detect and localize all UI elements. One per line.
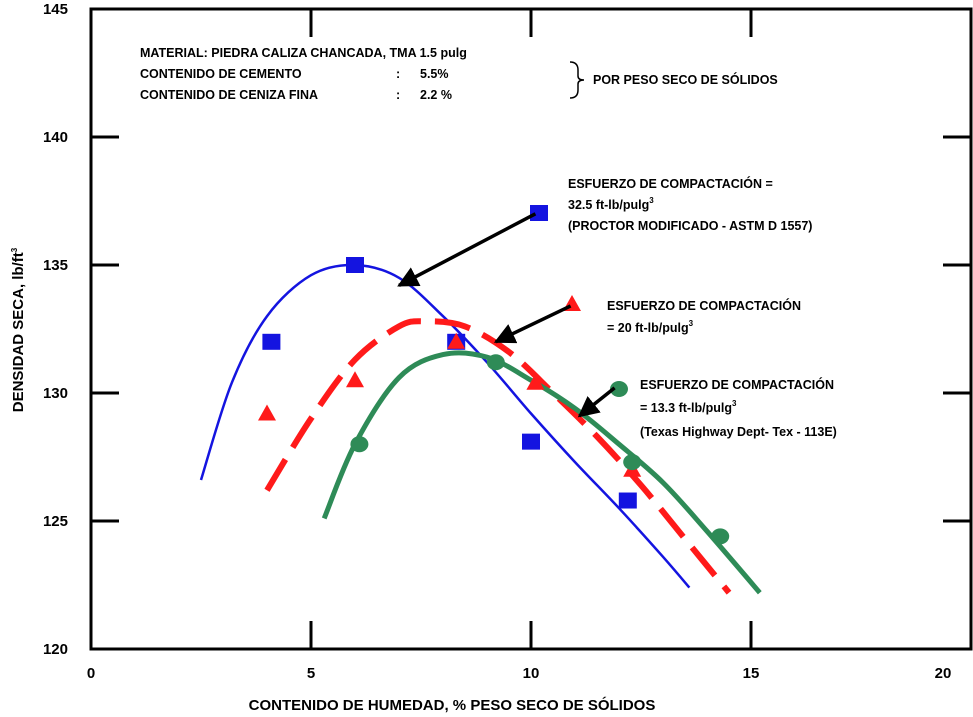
curve-s2: [264, 318, 732, 595]
y-tick-label: 125: [43, 513, 68, 530]
data-point-square: [346, 257, 364, 273]
data-point-triangle: [526, 373, 545, 390]
cement-label: CONTENIDO DE CEMENTO: [140, 67, 302, 81]
annotation-arrow-s3: [577, 386, 616, 418]
series-label-3-line1: ESFUERZO DE COMPACTACIÓN: [640, 377, 834, 392]
ticks-layer: 120 125 130 135 140 145 0 5 10 15 20: [43, 1, 971, 682]
ash-sep: :: [396, 88, 400, 102]
y-tick-label: 120: [43, 641, 68, 658]
x-tick-label: 15: [743, 665, 760, 682]
data-point-triangle: [346, 371, 364, 388]
series-label-3-line3: (Texas Highway Dept- Tex - 113E): [640, 425, 837, 439]
x-tick-label: 10: [523, 665, 540, 682]
series-label-1-line2: 32.5 ft-lb/pulg3: [568, 196, 654, 212]
label-marker-circle: [610, 381, 628, 397]
brace-label: POR PESO SECO DE SÓLIDOS: [593, 72, 778, 87]
cement-sep: :: [396, 67, 400, 81]
y-tick-label: 130: [43, 385, 68, 402]
x-tick-label: 0: [87, 665, 95, 682]
data-point-square: [262, 333, 281, 350]
series-label-2-line1: ESFUERZO DE COMPACTACIÓN: [607, 298, 801, 313]
y-tick-label: 140: [43, 129, 68, 146]
material-line: MATERIAL: PIEDRA CALIZA CHANCADA, TMA 1.…: [140, 46, 467, 60]
series-label-1-line3: (PROCTOR MODIFICADO - ASTM D 1557): [568, 219, 812, 233]
series-label-1-line1: ESFUERZO DE COMPACTACIÓN =: [568, 176, 773, 191]
ash-label: CONTENIDO DE CENIZA FINA: [140, 88, 318, 102]
arrows-layer: [397, 212, 616, 418]
brace: [569, 61, 585, 99]
series-labels: ESFUERZO DE COMPACTACIÓN = 32.5 ft-lb/pu…: [568, 176, 837, 439]
data-point-circle: [711, 528, 730, 545]
data-point-triangle: [447, 332, 466, 349]
data-point-square: [618, 492, 637, 509]
series-label-3-line2: = 13.3 ft-lb/pulg3: [640, 399, 737, 415]
plot-frame: [89, 7, 973, 651]
material-note: MATERIAL: PIEDRA CALIZA CHANCADA, TMA 1.…: [140, 46, 778, 102]
data-point-circle: [623, 454, 642, 471]
data-point-triangle: [258, 404, 276, 421]
data-point-circle: [486, 354, 505, 371]
data-point-circle: [350, 436, 369, 453]
curve-s3: [321, 350, 762, 595]
x-tick-label: 5: [307, 665, 315, 682]
y-axis-label: DENSIDAD SECA, lb/ft3: [10, 247, 27, 412]
x-tick-label: 20: [935, 665, 952, 682]
series-label-2-line2: = 20 ft-lb/pulg3: [607, 319, 694, 335]
annotation-arrow-s2: [493, 304, 572, 344]
x-axis-label: CONTENIDO DE HUMEDAD, % PESO SECO DE SÓL…: [249, 696, 656, 714]
y-tick-label: 135: [43, 257, 68, 274]
annotation-arrow-s1: [397, 212, 537, 288]
label-marker-square: [530, 205, 548, 221]
markers-layer: [258, 205, 730, 545]
ash-value: 2.2 %: [420, 88, 452, 102]
cement-value: 5.5%: [420, 67, 449, 81]
y-tick-label: 145: [43, 1, 68, 18]
curve-s1: [199, 263, 691, 589]
data-point-square: [522, 433, 540, 450]
